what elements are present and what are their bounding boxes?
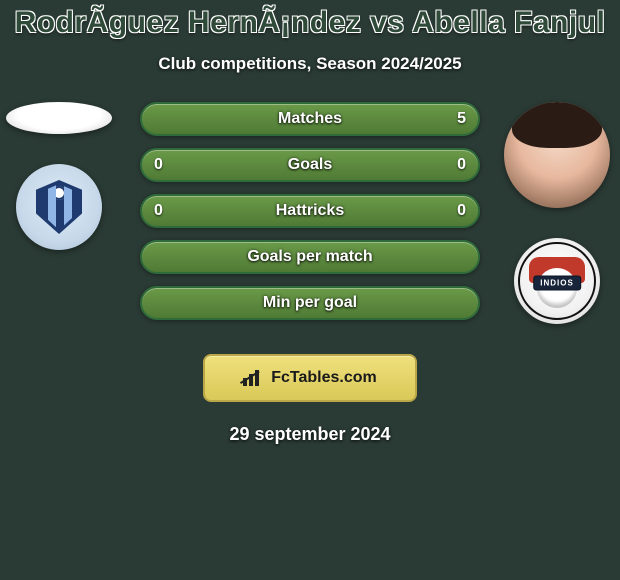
comparison-body: Matches 5 Goals 0 0 Hattricks 0 0 Goals per matc… [0, 102, 620, 342]
barchart-icon [243, 370, 263, 386]
left-player-club-badge [16, 164, 102, 250]
stat-bar-min-per-goal: Min per goal [140, 286, 480, 320]
stat-left-value: 0 [154, 202, 163, 220]
left-player-column [4, 102, 114, 250]
stat-bars: Matches 5 Goals 0 0 Hattricks 0 0 Goals per matc… [140, 102, 480, 320]
page-subtitle: Club competitions, Season 2024/2025 [0, 54, 620, 74]
right-club-banner: INDIOS [533, 275, 581, 290]
attribution-badge: FcTables.com [203, 354, 417, 402]
stat-label: Min per goal [263, 294, 357, 312]
comparison-infographic: RodrÃ­guez HernÃ¡ndez vs Abella Fanjul C… [0, 0, 620, 580]
stat-label: Matches [278, 110, 342, 128]
right-player-avatar [504, 102, 610, 208]
stat-bar-matches: Matches 5 [140, 102, 480, 136]
attribution-text: FcTables.com [271, 369, 377, 387]
right-player-column: INDIOS [502, 102, 612, 324]
right-player-club-badge: INDIOS [514, 238, 600, 324]
stat-label: Goals [288, 156, 332, 174]
stat-right-value: 0 [457, 156, 466, 174]
stat-bar-hattricks: Hattricks 0 0 [140, 194, 480, 228]
stat-bar-goals-per-match: Goals per match [140, 240, 480, 274]
stat-label: Goals per match [247, 248, 372, 266]
left-player-avatar [6, 102, 112, 134]
stat-right-value: 5 [457, 110, 466, 128]
stat-bar-goals: Goals 0 0 [140, 148, 480, 182]
stat-label: Hattricks [276, 202, 344, 220]
page-title: RodrÃ­guez HernÃ¡ndez vs Abella Fanjul [0, 6, 620, 40]
stat-right-value: 0 [457, 202, 466, 220]
stat-left-value: 0 [154, 156, 163, 174]
snapshot-date: 29 september 2024 [0, 424, 620, 445]
